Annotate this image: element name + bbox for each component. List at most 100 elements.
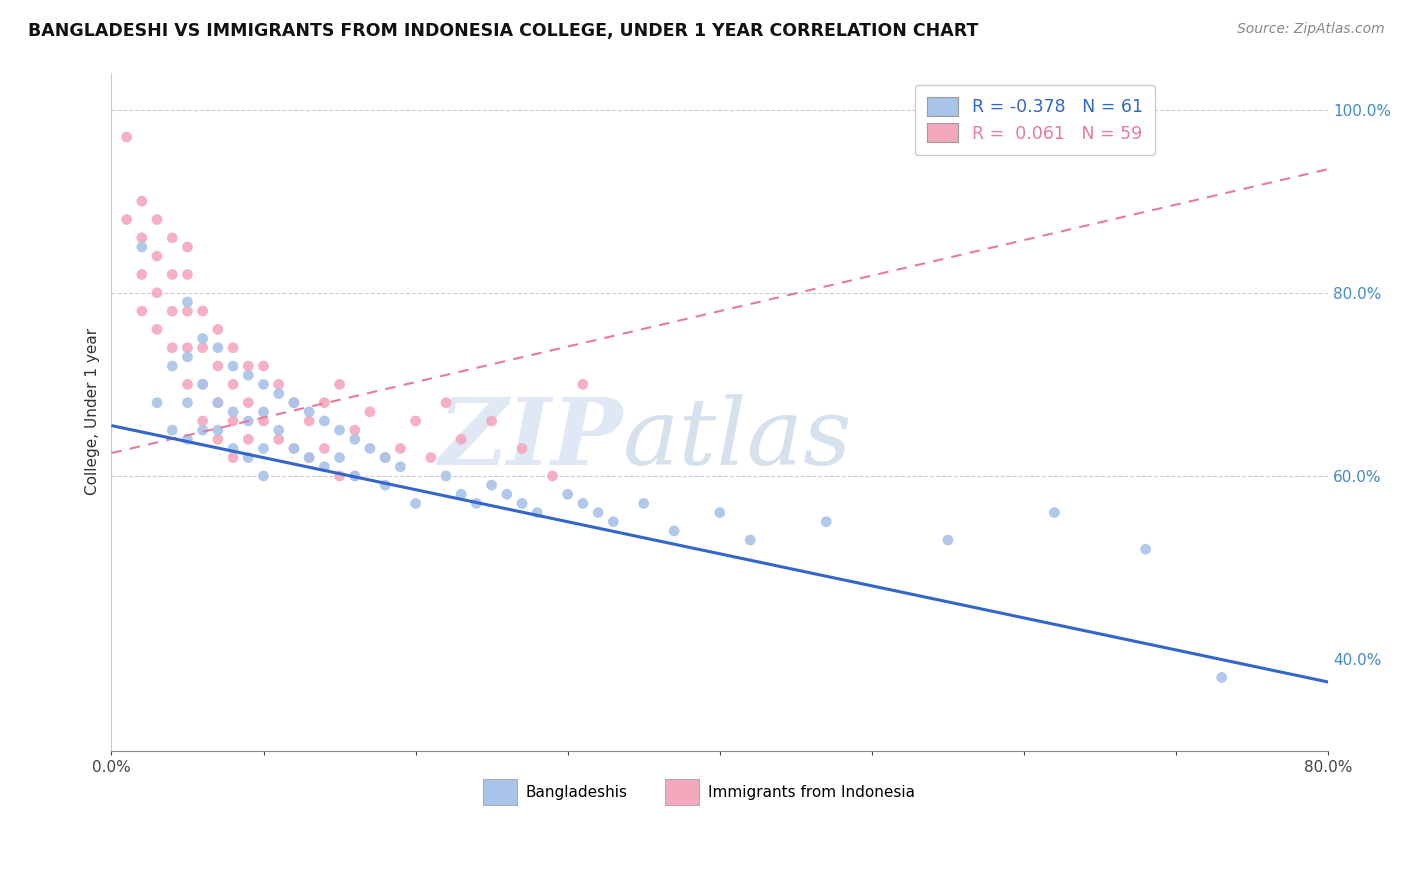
Point: [740, 533, 762, 547]
Point: [419, 450, 441, 465]
Point: [314, 442, 336, 456]
Point: [162, 359, 184, 373]
Point: [328, 450, 350, 465]
Text: BANGLADESHI VS IMMIGRANTS FROM INDONESIA COLLEGE, UNDER 1 YEAR CORRELATION CHART: BANGLADESHI VS IMMIGRANTS FROM INDONESIA…: [28, 22, 979, 40]
Point: [481, 478, 503, 492]
Point: [176, 350, 198, 364]
Point: [465, 496, 488, 510]
Point: [191, 341, 214, 355]
Point: [176, 341, 198, 355]
Point: [207, 395, 229, 409]
Point: [359, 442, 381, 456]
Point: [267, 377, 290, 392]
Point: [238, 359, 260, 373]
Text: Bangladeshis: Bangladeshis: [524, 785, 627, 800]
Point: [115, 212, 138, 227]
Point: [267, 423, 290, 437]
Point: [252, 414, 274, 428]
Point: [267, 433, 290, 447]
Point: [328, 469, 350, 483]
Point: [283, 395, 305, 409]
Text: Immigrants from Indonesia: Immigrants from Indonesia: [707, 785, 915, 800]
Point: [374, 450, 396, 465]
FancyBboxPatch shape: [482, 779, 516, 805]
Point: [815, 515, 838, 529]
Point: [343, 433, 366, 447]
Point: [541, 469, 564, 483]
Point: [510, 496, 533, 510]
Point: [389, 442, 412, 456]
Point: [176, 395, 198, 409]
Point: [191, 332, 214, 346]
Point: [222, 341, 245, 355]
Point: [343, 423, 366, 437]
Point: [191, 423, 214, 437]
Point: [238, 414, 260, 428]
Point: [252, 405, 274, 419]
FancyBboxPatch shape: [665, 779, 699, 805]
Text: ZIP: ZIP: [439, 394, 623, 484]
Point: [252, 442, 274, 456]
Point: [162, 231, 184, 245]
Point: [481, 414, 503, 428]
Point: [662, 524, 685, 538]
Point: [328, 423, 350, 437]
Point: [191, 304, 214, 318]
Point: [450, 433, 472, 447]
Point: [146, 212, 169, 227]
Point: [405, 414, 427, 428]
Point: [176, 294, 198, 309]
Point: [176, 377, 198, 392]
Point: [267, 386, 290, 401]
Point: [238, 368, 260, 383]
Point: [314, 414, 336, 428]
Point: [131, 268, 153, 282]
Point: [131, 240, 153, 254]
Point: [298, 450, 321, 465]
Text: Source: ZipAtlas.com: Source: ZipAtlas.com: [1237, 22, 1385, 37]
Point: [450, 487, 472, 501]
Point: [176, 304, 198, 318]
Point: [176, 240, 198, 254]
Point: [207, 433, 229, 447]
Point: [572, 496, 595, 510]
Point: [298, 450, 321, 465]
Point: [222, 359, 245, 373]
Point: [176, 268, 198, 282]
Y-axis label: College, Under 1 year: College, Under 1 year: [86, 328, 100, 495]
Point: [328, 377, 350, 392]
Point: [405, 496, 427, 510]
Point: [191, 377, 214, 392]
Point: [343, 469, 366, 483]
Point: [709, 506, 731, 520]
Point: [314, 459, 336, 474]
Point: [283, 442, 305, 456]
Point: [1135, 542, 1157, 557]
Point: [936, 533, 959, 547]
Point: [602, 515, 624, 529]
Point: [526, 506, 548, 520]
Point: [191, 377, 214, 392]
Point: [434, 395, 457, 409]
Point: [298, 405, 321, 419]
Point: [131, 304, 153, 318]
Point: [207, 322, 229, 336]
Point: [146, 395, 169, 409]
Point: [283, 442, 305, 456]
Point: [238, 395, 260, 409]
Point: [162, 341, 184, 355]
Point: [146, 249, 169, 263]
Point: [162, 304, 184, 318]
Point: [633, 496, 655, 510]
Point: [283, 395, 305, 409]
Point: [586, 506, 609, 520]
Point: [374, 478, 396, 492]
Point: [162, 423, 184, 437]
Point: [1043, 506, 1066, 520]
Point: [176, 433, 198, 447]
Point: [207, 359, 229, 373]
Point: [298, 414, 321, 428]
Point: [434, 469, 457, 483]
Point: [1211, 670, 1233, 684]
Point: [510, 442, 533, 456]
